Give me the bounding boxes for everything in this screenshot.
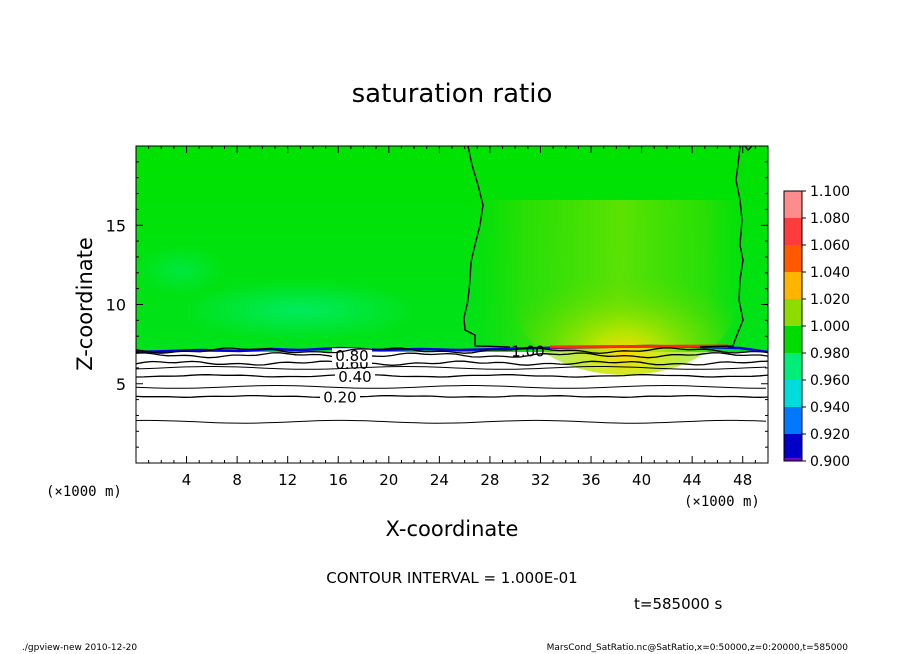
y-tick-label: 10 bbox=[106, 296, 126, 315]
colorbar-swatch bbox=[784, 218, 802, 245]
colorbar-label: 1.000 bbox=[810, 319, 850, 335]
x-tick-label: 16 bbox=[329, 471, 348, 489]
contour-line bbox=[136, 365, 767, 370]
footer-left: ./gpview-new 2010-12-20 bbox=[22, 643, 137, 653]
x-tick-label: 12 bbox=[278, 471, 297, 489]
x-unit-label-right: (×1000 m) bbox=[684, 494, 760, 510]
red-edge bbox=[549, 344, 729, 349]
y-tick-label: 15 bbox=[106, 216, 126, 235]
contour-line bbox=[136, 360, 768, 366]
colorbar-swatch bbox=[784, 191, 802, 218]
colorbar-swatch bbox=[784, 434, 802, 461]
x-tick-label: 8 bbox=[232, 471, 242, 489]
colorbar-swatch bbox=[784, 380, 802, 407]
colorbar-swatch bbox=[784, 407, 802, 434]
supersaturation-hotspot bbox=[515, 235, 735, 375]
x-tick-label: 44 bbox=[683, 471, 702, 489]
contour-line bbox=[136, 384, 766, 389]
contour-label-bg bbox=[320, 389, 360, 404]
plot-area: 0.200.400.600.80 1.00 bbox=[136, 146, 768, 463]
contour-lines: 0.200.400.600.80 1.00 bbox=[136, 342, 768, 424]
colorbar-label: 1.100 bbox=[810, 184, 850, 200]
colorbar-label: 1.040 bbox=[810, 265, 850, 281]
y-axis-label: Z-coordinate bbox=[73, 237, 97, 371]
colorbar-label: 1.060 bbox=[810, 238, 850, 254]
colorbar: 1.100 1.080 1.060 1.040 1.020 1.000 0.980 0.960… bbox=[783, 184, 850, 470]
x-tick-label: 28 bbox=[480, 471, 499, 489]
colorbar-swatch bbox=[784, 245, 802, 272]
colorbar-label: 0.940 bbox=[810, 400, 850, 416]
colorbar-label: 0.920 bbox=[810, 427, 850, 443]
y-tick-label: 5 bbox=[116, 375, 126, 394]
x-tick-label: 40 bbox=[632, 471, 651, 489]
colorbar-swatch bbox=[784, 458, 802, 461]
colorbar-label: 0.980 bbox=[810, 346, 850, 362]
x-tick-label: 24 bbox=[430, 471, 449, 489]
contour-label: 0.20 bbox=[323, 388, 356, 406]
colorbar-swatch bbox=[784, 326, 802, 353]
colorbar-label: 1.020 bbox=[810, 292, 850, 308]
contour-1.00-outline bbox=[463, 146, 753, 348]
x-tick-label: 32 bbox=[531, 471, 550, 489]
x-axis-label: X-coordinate bbox=[386, 517, 519, 541]
subsaturated-patch bbox=[136, 245, 225, 295]
colorbar-label: 0.900 bbox=[810, 454, 850, 470]
x-unit-label: (×1000 m) bbox=[46, 484, 122, 500]
contour-label-bg bbox=[335, 368, 375, 383]
footer-right: MarsCond_SatRatio.nc@SatRatio,x=0:50000,… bbox=[547, 643, 849, 653]
contour-line bbox=[136, 419, 767, 424]
x-axis: 4 8 12 16 20 24 28 32 36 40 44 48 bbox=[148, 146, 756, 489]
x-tick-label: 4 bbox=[182, 471, 192, 489]
contour-line bbox=[136, 352, 768, 359]
colorbar-swatch bbox=[784, 272, 802, 299]
contour-label: 0.40 bbox=[338, 368, 371, 386]
colorbar-swatch bbox=[784, 353, 802, 380]
x-tick-label: 36 bbox=[581, 471, 600, 489]
colorbar-label: 0.960 bbox=[810, 373, 850, 389]
contour-line bbox=[136, 373, 768, 378]
contour-label: 1.00 bbox=[511, 342, 544, 360]
time-text: t=585000 s bbox=[634, 595, 722, 613]
colorbar-swatch bbox=[784, 299, 802, 326]
contour-interval-text: CONTOUR INTERVAL = 1.000E-01 bbox=[326, 569, 577, 587]
chart-title: saturation ratio bbox=[352, 79, 553, 109]
x-tick-label: 48 bbox=[733, 471, 752, 489]
x-tick-label: 20 bbox=[379, 471, 398, 489]
colorbar-label: 1.080 bbox=[810, 211, 850, 227]
y-axis: 5 10 15 bbox=[106, 161, 768, 448]
contour-line bbox=[136, 394, 768, 398]
subsaturated-patch bbox=[180, 280, 420, 340]
contour-line bbox=[136, 347, 768, 354]
